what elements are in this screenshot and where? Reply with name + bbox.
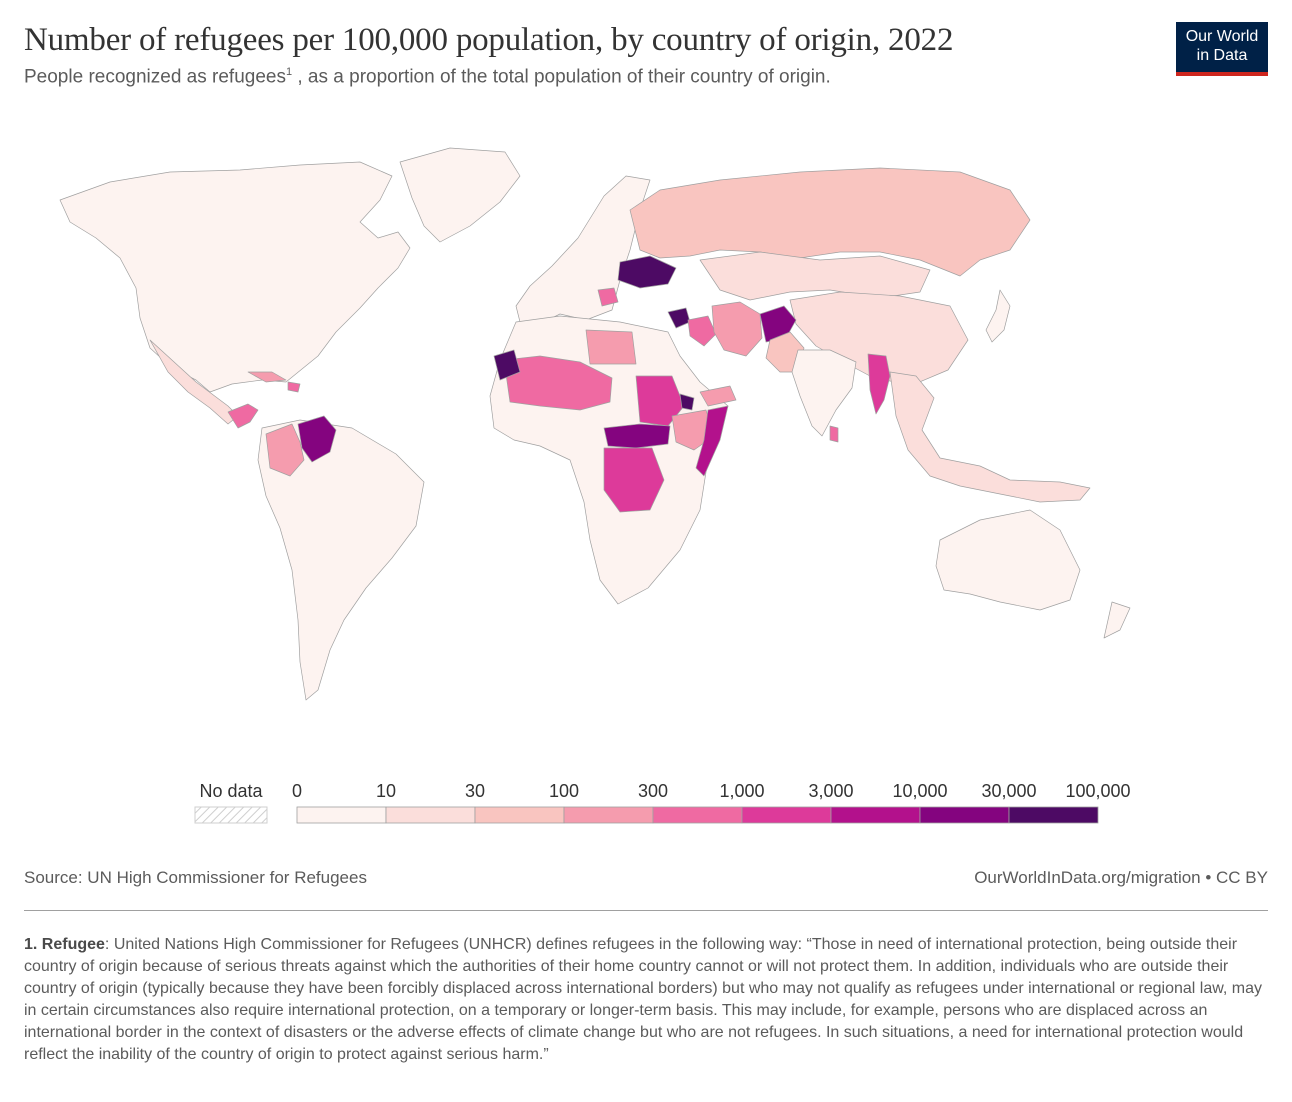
region-south-sudan-car[interactable]: [603, 423, 671, 449]
legend-no-data-label: No data: [199, 781, 263, 801]
logo-accent-bar: [1176, 72, 1268, 76]
region-sri-lanka[interactable]: [829, 425, 839, 443]
legend-bin[interactable]: [652, 806, 743, 824]
legend-tick-label: 3,000: [808, 781, 853, 801]
region-japan[interactable]: [985, 289, 1011, 343]
source-note: Source: UN High Commissioner for Refugee…: [24, 868, 367, 887]
legend-tick-label: 30: [465, 781, 485, 801]
legend-ticks: 0 10 30 100 300 1,000 3,000 10,000 30,000 100,000: [292, 781, 1131, 801]
region-greenland[interactable]: [399, 147, 521, 243]
legend-bin[interactable]: [296, 806, 387, 824]
region-iran[interactable]: [711, 301, 763, 357]
legend: No data 0 10 30 100 300 1,000 3,000 10,000 30,00…: [194, 781, 1131, 824]
region-india[interactable]: [791, 349, 857, 437]
footnote-text: : United Nations High Commissioner for R…: [24, 936, 1263, 1063]
region-china[interactable]: [789, 291, 969, 387]
legend-tick-label: 10,000: [892, 781, 947, 801]
legend-bin[interactable]: [474, 806, 565, 824]
logo-line-2: in Data: [1196, 47, 1248, 64]
region-ukraine[interactable]: [617, 255, 677, 289]
legend-bins: [296, 806, 1099, 824]
region-russia[interactable]: [629, 167, 1031, 277]
footnote-label: 1. Refugee: [24, 936, 105, 953]
region-myanmar[interactable]: [867, 353, 891, 415]
chart-subtitle: People recognized as refugees1 , as a pr…: [24, 66, 831, 88]
footnote: 1. Refugee: United Nations High Commissi…: [24, 934, 1276, 1066]
region-cuba[interactable]: [247, 371, 287, 383]
legend-bin[interactable]: [830, 806, 921, 824]
region-north-america[interactable]: [59, 161, 411, 393]
region-colombia[interactable]: [265, 423, 305, 477]
legend-tick-label: 100: [549, 781, 579, 801]
legend-tick-label: 300: [638, 781, 668, 801]
region-central-asia[interactable]: [699, 251, 931, 301]
footer-divider: [24, 910, 1268, 911]
legend-bin[interactable]: [385, 806, 476, 824]
legend-tick-label: 1,000: [719, 781, 764, 801]
chart-title: Number of refugees per 100,000 populatio…: [24, 22, 954, 58]
region-south-america[interactable]: [257, 419, 425, 701]
logo-line-1: Our World: [1185, 28, 1259, 45]
legend-tick-label: 100,000: [1065, 781, 1130, 801]
region-new-zealand[interactable]: [1103, 601, 1131, 639]
world-map: [59, 147, 1131, 701]
subtitle-text-rest: , as a proportion of the total populatio…: [292, 66, 831, 88]
region-dr-congo[interactable]: [603, 447, 665, 513]
region-eritrea[interactable]: [679, 393, 695, 411]
region-central-america[interactable]: [227, 403, 259, 429]
region-balkans[interactable]: [597, 287, 619, 307]
region-somalia[interactable]: [695, 405, 729, 477]
legend-bin[interactable]: [1008, 806, 1099, 824]
legend-tick-label: 0: [292, 781, 302, 801]
region-australia[interactable]: [935, 509, 1081, 611]
region-libya[interactable]: [585, 329, 637, 365]
region-europe[interactable]: [515, 175, 651, 325]
region-syria[interactable]: [667, 307, 691, 329]
region-haiti[interactable]: [287, 381, 301, 393]
region-southeast-asia[interactable]: [889, 371, 1091, 503]
region-iraq[interactable]: [687, 315, 717, 347]
subtitle-text: People recognized as refugees: [24, 66, 286, 88]
region-venezuela[interactable]: [297, 415, 337, 463]
legend-bin[interactable]: [563, 806, 654, 824]
owid-logo[interactable]: Our World in Data: [1176, 22, 1268, 76]
region-western-sahara[interactable]: [493, 349, 521, 381]
legend-no-data-swatch[interactable]: [194, 806, 268, 824]
region-west-sahel[interactable]: [503, 355, 613, 411]
credit-link[interactable]: OurWorldInData.org/migration • CC BY: [974, 868, 1268, 887]
legend-tick-label: 30,000: [981, 781, 1036, 801]
region-yemen[interactable]: [699, 385, 737, 407]
legend-bin[interactable]: [919, 806, 1010, 824]
footnote-marker[interactable]: 1: [285, 66, 293, 78]
legend-bin[interactable]: [741, 806, 832, 824]
legend-tick-label: 10: [376, 781, 396, 801]
